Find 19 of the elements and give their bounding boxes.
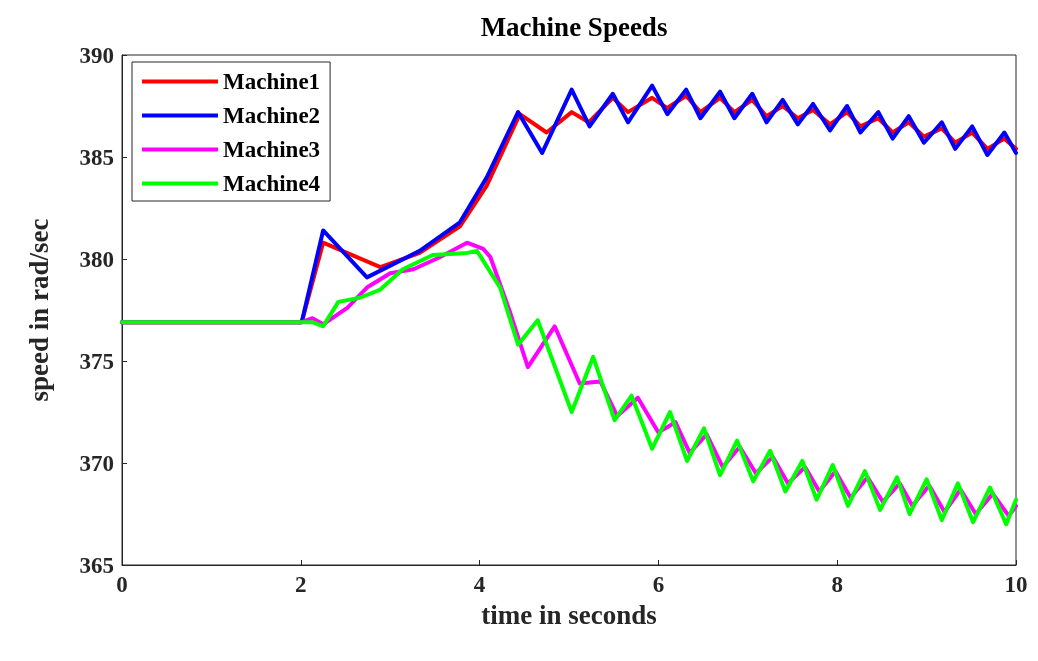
x-tick-label: 2 <box>295 572 307 597</box>
legend-label: Machine1 <box>223 69 321 94</box>
x-tick-label: 0 <box>116 572 128 597</box>
x-axis-title: time in seconds <box>481 599 657 630</box>
y-tick-label: 370 <box>79 450 114 476</box>
y-tick-label: 390 <box>79 42 114 68</box>
y-tick-label: 365 <box>79 552 114 578</box>
y-tick-label: 375 <box>79 348 114 374</box>
legend-label: Machine4 <box>223 171 321 196</box>
x-tick-label: 6 <box>652 572 665 597</box>
x-tick-label: 8 <box>831 572 843 597</box>
x-tick-label: 10 <box>1004 572 1028 597</box>
x-tick-label: 4 <box>473 572 486 597</box>
y-axis-title: speed in rad/sec <box>23 218 54 402</box>
legend-label: Machine3 <box>223 137 321 162</box>
legend-label: Machine2 <box>223 103 321 128</box>
y-tick-label: 385 <box>79 144 114 170</box>
y-tick-label: 380 <box>79 246 114 272</box>
chart-title: Machine Speeds <box>480 11 668 42</box>
